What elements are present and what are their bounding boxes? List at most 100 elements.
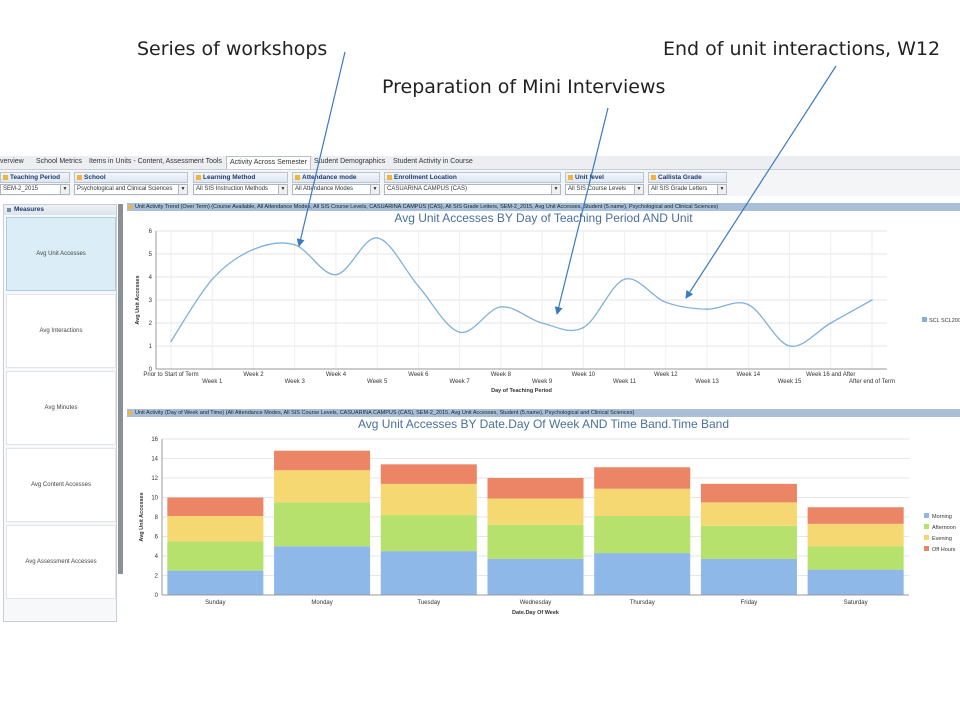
x-tick-label: Friday [741, 600, 758, 606]
data-point [871, 299, 873, 301]
unit-level-select[interactable]: All SIS Course Levels ▼ [565, 184, 644, 195]
bar-segment [274, 450, 371, 471]
learning-method-select[interactable]: All SIS Instruction Methods ▼ [193, 184, 288, 195]
weekday-chart-title: Avg Unit Accesses BY Date.Day Of Week AN… [357, 417, 730, 431]
x-tick-label: Week 4 [326, 372, 347, 378]
data-point [376, 237, 378, 239]
filter-label: Learning Method [203, 174, 256, 181]
weekday-chart: 0 2 4 6 8 10 12 14 16 Sunday Monday Tuesday Wednesda… [139, 437, 956, 616]
chevron-down-icon[interactable]: ▼ [60, 185, 69, 194]
x-tick-label: Week 15 [778, 379, 802, 385]
filter-school: School Psychological and Clinical Scienc… [74, 172, 188, 195]
legend-swatch [924, 546, 929, 551]
measures-scrollbar[interactable] [118, 204, 123, 574]
bar-segment [594, 488, 691, 517]
measure-avg-unit-accesses[interactable]: Avg Unit Accesses [6, 217, 116, 291]
filter-callista-grade: Callista Grade All SIS Grade Letters ▼ [648, 172, 727, 195]
filter-label: Callista Grade [658, 174, 702, 181]
legend-swatch [924, 535, 929, 540]
bar-segment [487, 478, 584, 499]
bar-segment [167, 570, 264, 595]
data-point [417, 285, 420, 287]
filter-label: Attendance mode [302, 174, 357, 181]
legend-label: SCL SCL200 [929, 318, 960, 324]
measure-avg-interactions[interactable]: Avg Interactions [6, 294, 116, 368]
trend-panel: Unit Activity Trend (Over Term) (Course … [127, 203, 960, 403]
measure-avg-assessment-accesses[interactable]: Avg Assessment Accesses [6, 525, 116, 599]
school-select[interactable]: Psychological and Clinical Sciences ▼ [74, 184, 188, 195]
bar-segment [274, 546, 371, 595]
x-tick-label: Week 13 [695, 379, 719, 385]
legend-label: Morning [932, 514, 952, 520]
y-tick-label: 12 [151, 476, 158, 482]
chevron-down-icon[interactable]: ▼ [717, 185, 726, 194]
filter-label: Unit level [575, 174, 604, 181]
chevron-down-icon[interactable]: ▼ [278, 185, 287, 194]
measures-icon [7, 208, 11, 212]
bar-segment [594, 553, 691, 595]
data-point [252, 248, 255, 251]
legend-swatch [922, 317, 927, 322]
bar-segment [487, 524, 584, 559]
callista-grade-select[interactable]: All SIS Grade Letters ▼ [648, 184, 727, 195]
bar-segment [380, 464, 477, 484]
data-point [665, 301, 667, 304]
tab-student-activity-in-course[interactable]: Student Activity in Course [393, 158, 473, 165]
data-point [623, 278, 626, 281]
trend-panel-header: Unit Activity Trend (Over Term) (Course … [127, 203, 960, 211]
x-tick-label: Week 8 [491, 372, 512, 378]
bar-segment [594, 516, 691, 554]
x-tick-label: After end of Term [849, 379, 895, 385]
chevron-down-icon[interactable]: ▼ [370, 185, 379, 194]
x-tick-label: Week 16 and After [806, 372, 855, 378]
y-tick-label: 6 [155, 535, 159, 541]
x-tick-label: Week 12 [654, 372, 678, 378]
measures-panel: Measures Avg Unit Accesses Avg Interacti… [3, 204, 117, 622]
teaching-period-select[interactable]: SEM-2_2015 ▼ [0, 184, 70, 195]
filter-bar: Teaching Period SEM-2_2015 ▼ School Psych… [0, 170, 960, 196]
tab-student-demographics[interactable]: Student Demographics [314, 158, 386, 165]
measure-avg-minutes[interactable]: Avg Minutes [6, 371, 116, 445]
y-tick-label: 1 [149, 344, 153, 350]
x-tick-label: Week 6 [408, 372, 429, 378]
tab-overview[interactable]: verview [0, 158, 24, 165]
data-point [829, 322, 832, 324]
bar-segment [700, 483, 797, 503]
bar-segment [274, 470, 371, 503]
tab-school-metrics[interactable]: School Metrics [36, 158, 82, 165]
filter-unit-level: Unit level All SIS Course Levels ▼ [565, 172, 644, 195]
chevron-down-icon[interactable]: ▼ [178, 185, 187, 194]
data-point [211, 278, 214, 281]
enrollment-location-select[interactable]: CASUARINA CAMPUS (CAS) ▼ [384, 184, 561, 195]
bar-segment [807, 507, 904, 524]
x-axis-label: Date.Day Of Week [512, 610, 560, 616]
attendance-mode-select[interactable]: All Attendance Modes ▼ [292, 184, 380, 195]
filter-label: Enrollment Location [394, 174, 457, 181]
filter-teaching-period: Teaching Period SEM-2_2015 ▼ [0, 172, 70, 195]
x-tick-label: Week 1 [202, 379, 223, 385]
tab-activity-across-semester[interactable]: Activity Across Semester [226, 156, 312, 169]
x-tick-label: Wednesday [520, 600, 552, 606]
data-point [500, 306, 502, 308]
x-tick-label: Sunday [205, 600, 225, 606]
y-tick-label: 5 [149, 252, 153, 258]
chevron-down-icon[interactable]: ▼ [634, 185, 643, 194]
filter-label: School [84, 174, 106, 181]
annotation-end-unit: End of unit interactions, W12 [663, 38, 941, 60]
bar-segment [807, 569, 904, 595]
data-point [747, 303, 750, 306]
y-tick-label: 8 [155, 515, 159, 521]
tab-bar: verview School Metrics Items in Units - … [0, 156, 960, 170]
tab-items-in-units[interactable]: Items in Units - Content, Assessment Too… [89, 158, 222, 165]
bar-segment [380, 483, 477, 516]
chevron-down-icon[interactable]: ▼ [551, 185, 560, 194]
filter-learning-method: Learning Method All SIS Instruction Meth… [193, 172, 288, 195]
data-point [788, 345, 791, 347]
filter-label: Teaching Period [10, 174, 61, 181]
bar-segment [807, 546, 904, 570]
measure-avg-content-accesses[interactable]: Avg Content Accesses [6, 448, 116, 522]
x-tick-label: Week 9 [532, 379, 553, 385]
legend-swatch [924, 513, 929, 518]
legend-swatch [924, 524, 929, 529]
y-tick-label: 16 [151, 437, 158, 443]
